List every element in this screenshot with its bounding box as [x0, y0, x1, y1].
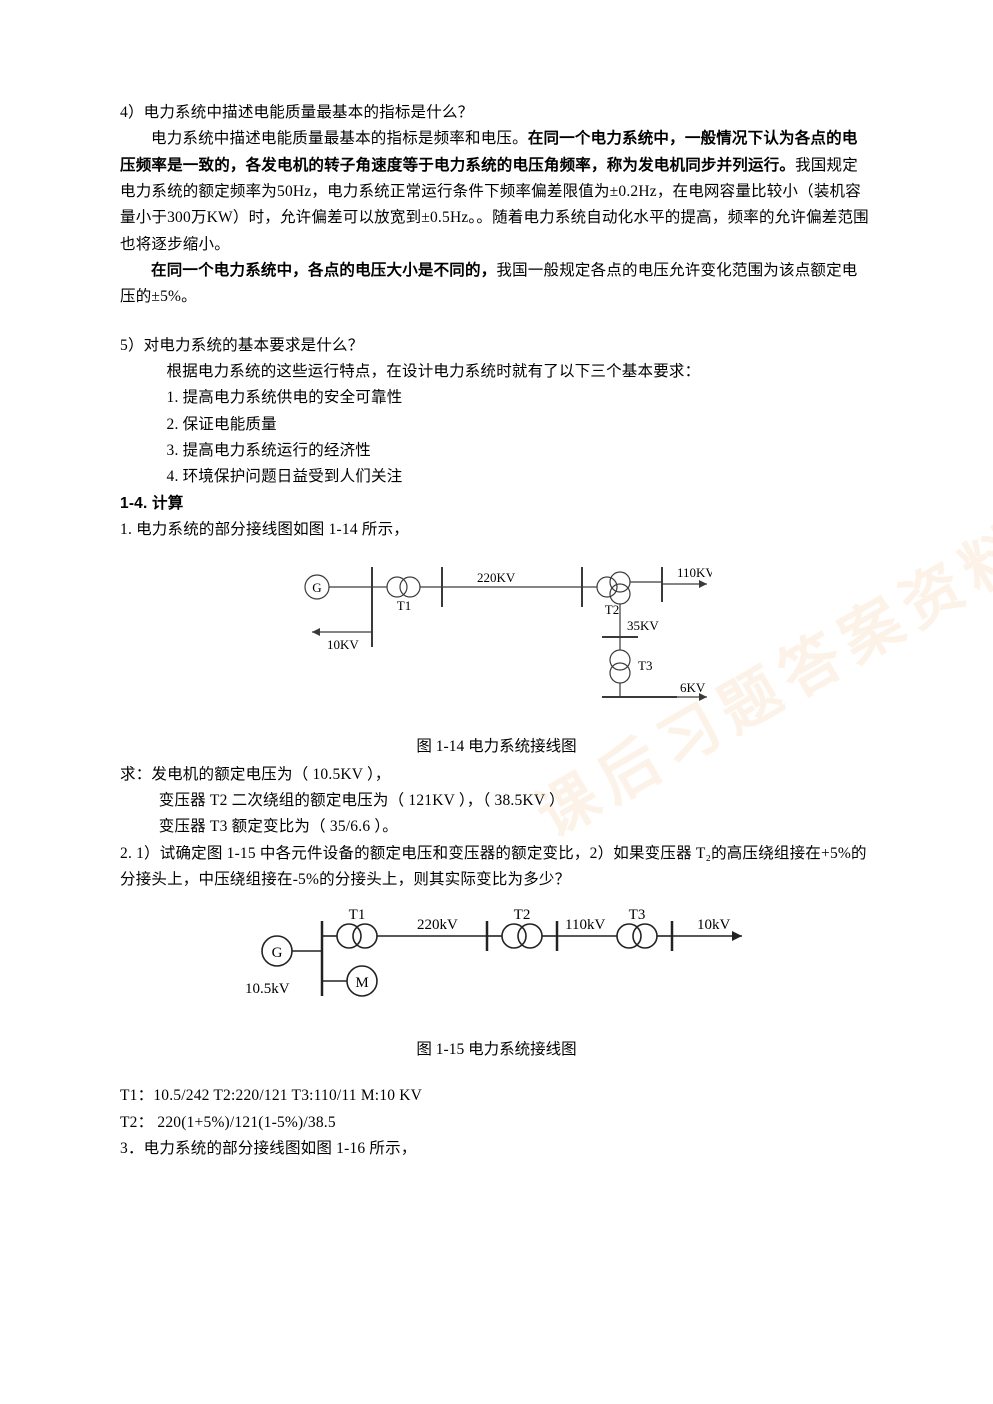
ans-l2: 变压器 T2 二次绕组的额定电压为（ 121KV ），（ 38.5KV ）: [120, 788, 873, 814]
sec14-heading: 1-4. 计算: [120, 491, 873, 517]
fig1-v220: 220KV: [477, 570, 516, 585]
fig1-T2: T2: [604, 602, 618, 617]
fig1-v110: 110KV: [677, 565, 712, 580]
fig1-T1: T1: [396, 598, 410, 613]
fig1-v6: 6KV: [680, 680, 706, 695]
q5-title: 5）对电力系统的基本要求是什么？: [120, 333, 873, 359]
q4-p1: 电力系统中描述电能质量最基本的指标是频率和电压。在同一个电力系统中，一般情况下认…: [120, 126, 873, 258]
fig1-T3: T3: [638, 658, 652, 673]
q4-p2: 在同一个电力系统中，各点的电压大小是不同的，我国一般规定各点的电压允许变化范围为…: [120, 258, 873, 311]
q4-p1a: 电力系统中描述电能质量最基本的指标是频率和电压。: [151, 130, 528, 147]
q5-item4: 4. 环境保护问题日益受到人们关注: [120, 464, 873, 490]
fig2-T2: T2: [513, 907, 530, 923]
q5-intro: 根据电力系统的这些运行特点，在设计电力系统时就有了以下三个基本要求：: [120, 359, 873, 385]
page: 课后习题答案资料尽在 4）电力系统中描述电能质量最基本的指标是什么？ 电力系统中…: [0, 0, 993, 1404]
q5-item3: 3. 提高电力系统运行的经济性: [120, 438, 873, 464]
fig2-G: G: [271, 945, 282, 961]
a2-l2: T2： 220(1+5%)/121(1-5%)/38.5: [120, 1110, 873, 1136]
fig1-v10: 10KV: [327, 637, 359, 652]
fig2-caption: 图 1-15 电力系统接线图: [120, 1037, 873, 1059]
q5-item2: 2. 保证电能质量: [120, 412, 873, 438]
ans-l3: 变压器 T3 额定变比为（ 35/6.6 ）。: [120, 814, 873, 840]
sec14-p2: 2. 1）试确定图 1-15 中各元件设备的额定电压和变压器的额定变比，2）如果…: [120, 841, 873, 894]
figure-1-15: G 10.5kV T1 220kV T2: [120, 901, 873, 1059]
fig1-svg: G T1 220KV: [282, 552, 712, 732]
fig2-svg: G 10.5kV T1 220kV T2: [237, 901, 757, 1021]
sec14-p1: 1. 电力系统的部分接线图如图 1-14 所示，: [120, 517, 873, 543]
sec14-p3: 3．电力系统的部分接线图如图 1-16 所示，: [120, 1136, 873, 1162]
ans-l1: 求：发电机的额定电压为（ 10.5KV ），: [120, 762, 873, 788]
q5-item1: 1. 提高电力系统供电的安全可靠性: [120, 385, 873, 411]
fig2-v110: 110kV: [565, 917, 605, 933]
fig2-T1: T1: [348, 907, 365, 923]
fig2-T3: T3: [628, 907, 645, 923]
fig1-caption: 图 1-14 电力系统接线图: [120, 734, 873, 756]
fig2-v10: 10kV: [697, 917, 731, 933]
fig1-G: G: [312, 580, 321, 595]
figure-1-14: G T1 220KV: [120, 552, 873, 756]
a2-l1: T1：10.5/242 T2:220/121 T3:110/11 M:10 KV: [120, 1083, 873, 1109]
fig2-v105: 10.5kV: [245, 981, 290, 997]
fig2-M: M: [355, 975, 368, 991]
q4-title: 4）电力系统中描述电能质量最基本的指标是什么？: [120, 100, 873, 126]
fig2-v220: 220kV: [417, 917, 458, 933]
q4-p2a: 在同一个电力系统中，各点的电压大小是不同的，: [151, 262, 496, 279]
fig1-v35: 35KV: [627, 618, 659, 633]
